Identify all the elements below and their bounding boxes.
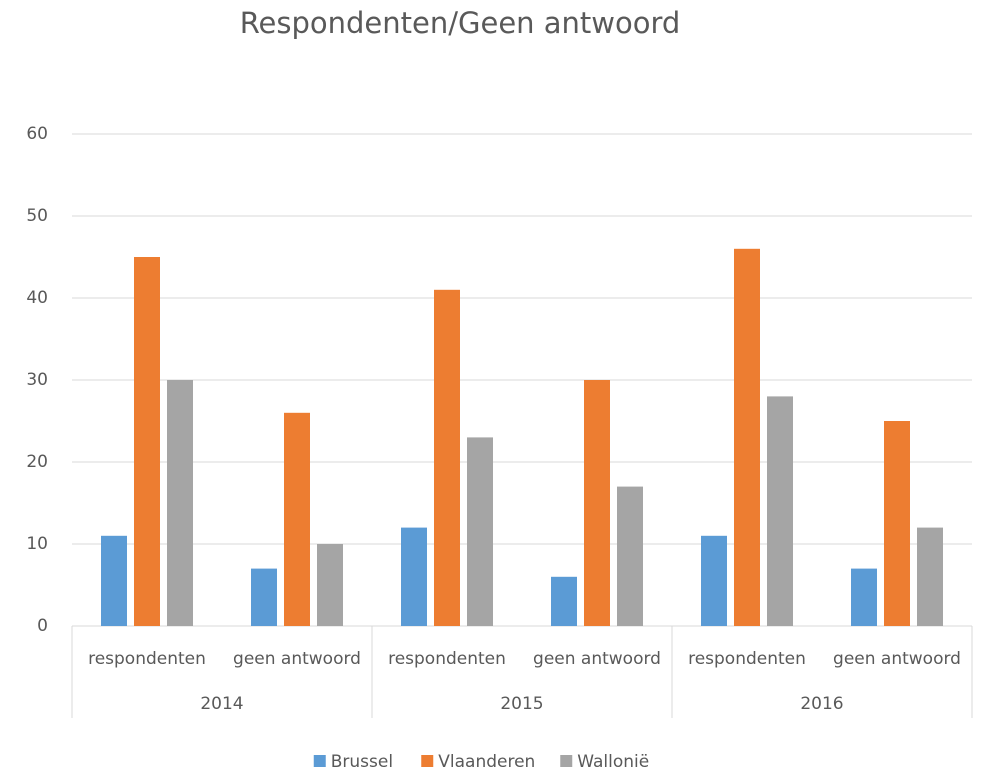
x-tick-label: geen antwoord — [833, 649, 961, 669]
y-tick-label: 10 — [26, 534, 48, 554]
y-tick-label: 0 — [37, 616, 48, 636]
y-tick-label: 40 — [26, 288, 48, 308]
bar — [617, 486, 643, 626]
bar — [401, 527, 427, 626]
chart-title: Respondenten/Geen antwoord — [240, 6, 681, 40]
x-tick-label: respondenten — [88, 649, 206, 669]
x-tick-label: respondenten — [688, 649, 806, 669]
bar — [851, 568, 877, 626]
legend-swatch — [421, 755, 434, 767]
group-label: 2015 — [500, 694, 543, 714]
x-tick-label: geen antwoord — [533, 649, 661, 669]
bar — [317, 544, 343, 626]
bar — [701, 535, 727, 626]
y-tick-label: 30 — [26, 370, 48, 390]
y-tick-label: 60 — [26, 124, 48, 144]
legend-swatch — [560, 755, 573, 767]
bar — [284, 412, 310, 626]
group-label: 2014 — [200, 694, 243, 714]
bar — [101, 535, 127, 626]
group-label: 2016 — [800, 694, 843, 714]
bar — [767, 396, 793, 626]
legend-label: Wallonië — [577, 752, 649, 772]
bar — [884, 421, 910, 626]
x-tick-label: geen antwoord — [233, 649, 361, 669]
legend-swatch — [313, 755, 326, 767]
bar — [917, 527, 943, 626]
bar — [251, 568, 277, 626]
bar — [434, 289, 460, 626]
bar — [467, 437, 493, 626]
bar — [551, 576, 577, 626]
y-tick-label: 50 — [26, 206, 48, 226]
legend-label: Vlaanderen — [438, 752, 535, 772]
y-tick-label: 20 — [26, 452, 48, 472]
bar — [734, 248, 760, 627]
legend-label: Brussel — [331, 752, 393, 772]
bar — [134, 257, 160, 626]
bar — [167, 380, 193, 626]
bar — [584, 380, 610, 626]
x-tick-label: respondenten — [388, 649, 506, 669]
